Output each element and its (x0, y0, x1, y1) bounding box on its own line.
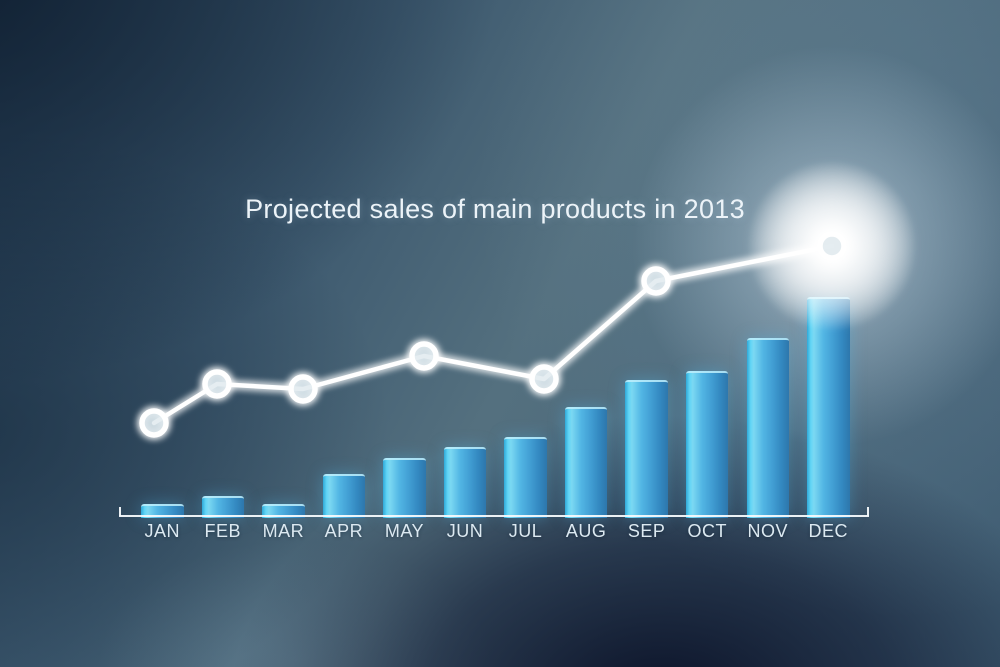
chart-title: Projected sales of main products in 2013 (245, 194, 745, 224)
bar-jan (141, 504, 184, 518)
x-axis-left-tick (119, 507, 121, 516)
line-marker-may (409, 341, 439, 371)
x-axis-label-nov: NOV (747, 521, 788, 541)
bar-may (383, 458, 426, 518)
x-axis-label-dec: DEC (808, 521, 849, 541)
x-axis-label-jun: JUN (446, 521, 484, 541)
line-marker-dec (817, 231, 847, 261)
x-axis-label-apr: APR (324, 521, 364, 541)
x-axis-label-aug: AUG (565, 521, 607, 541)
line-marker-sep (641, 266, 671, 296)
bar-nov (746, 338, 789, 518)
line-marker-jan (139, 408, 169, 438)
bar-aug (564, 407, 608, 518)
bar-sep (625, 380, 668, 518)
bar-jul (504, 437, 547, 518)
x-axis-label-may: MAY (384, 521, 425, 541)
x-axis-line (119, 515, 869, 517)
bar-mar (262, 504, 305, 518)
bar-jun (443, 447, 487, 518)
x-axis-label-mar: MAR (262, 521, 305, 541)
x-axis-label-oct: OCT (687, 521, 727, 541)
x-axis-right-tick (867, 507, 869, 516)
line-marker-jul (529, 364, 559, 394)
line-marker-mar (288, 374, 318, 404)
trend-line (151, 243, 835, 426)
x-axis-label-jan: JAN (144, 521, 180, 541)
bar-oct (685, 371, 729, 518)
bar-apr (322, 474, 366, 518)
x-axis-label-feb: FEB (204, 521, 242, 541)
bar-feb (201, 496, 245, 518)
x-axis-label-sep: SEP (627, 521, 666, 541)
x-axis-label-jul: JUL (508, 521, 543, 541)
line-marker-feb (202, 369, 232, 399)
